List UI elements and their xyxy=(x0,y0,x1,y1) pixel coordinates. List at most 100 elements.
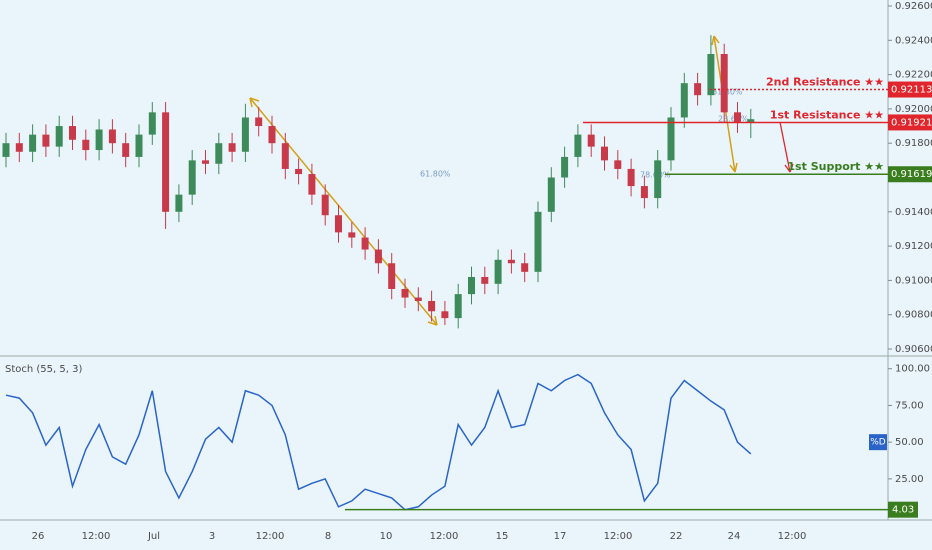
candle-body xyxy=(414,297,422,301)
candle-body xyxy=(667,117,675,161)
candle-body xyxy=(228,143,236,152)
candle-body xyxy=(614,160,622,169)
candle-body xyxy=(29,134,37,152)
y-tick-label: 100.00 xyxy=(895,364,930,375)
arrow-head xyxy=(711,35,738,173)
y-tick-label: 0.90600 xyxy=(895,344,932,355)
x-tick-label: Jul xyxy=(147,531,160,542)
candle-body xyxy=(148,112,156,135)
candle-body xyxy=(694,83,702,96)
candle-body xyxy=(374,249,382,264)
level-price: 0.91619 xyxy=(891,169,932,180)
candle-body xyxy=(108,129,116,144)
candle-body xyxy=(521,263,529,272)
fib-label: 23.60% xyxy=(718,115,749,124)
candle-body xyxy=(268,126,276,144)
candle-body xyxy=(654,160,662,199)
x-tick-label: 12:00 xyxy=(430,531,459,542)
candle-body xyxy=(680,83,688,118)
candle-body xyxy=(454,294,462,319)
candle-body xyxy=(707,54,715,96)
candle-body xyxy=(734,112,741,123)
x-tick-label: 24 xyxy=(728,531,741,542)
candle-body xyxy=(135,134,143,157)
level-price-box xyxy=(888,166,932,183)
x-tick-label: 3 xyxy=(209,531,215,542)
candle-body xyxy=(601,146,608,161)
candle-body xyxy=(95,129,103,151)
candle-body xyxy=(55,126,63,147)
x-tick-label: 15 xyxy=(496,531,509,542)
candle-body xyxy=(2,143,10,157)
candle-body xyxy=(321,194,329,216)
candle-body xyxy=(69,126,76,140)
x-tick-label: 12:00 xyxy=(82,531,111,542)
y-tick-label: 25.00 xyxy=(895,474,924,485)
y-tick-label: 50.00 xyxy=(895,437,924,448)
candle-body xyxy=(361,237,369,250)
x-tick-label: 12:00 xyxy=(778,531,807,542)
indicator-title: Stoch (55, 5, 3) xyxy=(5,364,82,375)
candle-body xyxy=(468,276,475,295)
candle-body xyxy=(561,156,569,178)
candle-body xyxy=(295,168,303,175)
trend-arrow xyxy=(249,97,438,326)
x-tick-label: 12:00 xyxy=(604,531,633,542)
candle-body xyxy=(640,186,648,199)
fib-label: 61.80% xyxy=(420,170,451,179)
candle-body xyxy=(507,259,515,264)
candle-body xyxy=(162,112,170,212)
x-tick-label: 8 xyxy=(325,531,331,542)
candle-body xyxy=(720,54,728,113)
candle-body xyxy=(534,211,542,272)
arrow-head xyxy=(249,97,438,326)
candle-body xyxy=(574,134,582,157)
x-tick-label: 10 xyxy=(380,531,393,542)
candle-body xyxy=(428,300,436,312)
level-price-box xyxy=(888,81,932,98)
legend-label: %D xyxy=(870,438,886,448)
candle-body xyxy=(401,288,409,298)
candle-body xyxy=(441,311,449,319)
candle-body xyxy=(175,194,183,212)
candle-body xyxy=(627,168,635,187)
candle-body xyxy=(15,143,23,152)
level-price: 0.91921 xyxy=(891,117,932,128)
candle-body xyxy=(547,177,555,212)
candle-body xyxy=(348,232,356,238)
candle-body xyxy=(202,160,209,164)
level-price: 0.92113 xyxy=(891,85,932,96)
level-value-box xyxy=(888,501,918,518)
level-label: 1st Support ★★ xyxy=(787,160,884,173)
level-label: 1st Resistance ★★ xyxy=(770,108,884,121)
legend-box xyxy=(869,434,887,451)
level-price-box xyxy=(888,114,932,131)
candle-body xyxy=(188,160,196,195)
level-value: 4.03 xyxy=(892,505,914,516)
x-tick-label: 17 xyxy=(554,531,567,542)
candle-body xyxy=(42,134,50,147)
candle-body xyxy=(82,139,90,151)
y-tick-label: 75.00 xyxy=(895,400,924,411)
projection-arrow xyxy=(779,121,794,173)
x-tick-label: 12:00 xyxy=(256,531,285,542)
candle-body xyxy=(747,119,755,123)
candle-body xyxy=(122,143,130,157)
level-label: 2nd Resistance ★★ xyxy=(766,76,884,89)
candle-body xyxy=(255,117,263,127)
candle-body xyxy=(281,143,289,169)
candle-body xyxy=(388,263,396,289)
candle-body xyxy=(215,143,223,164)
candle-body xyxy=(587,134,595,147)
stoch-line xyxy=(5,373,752,511)
